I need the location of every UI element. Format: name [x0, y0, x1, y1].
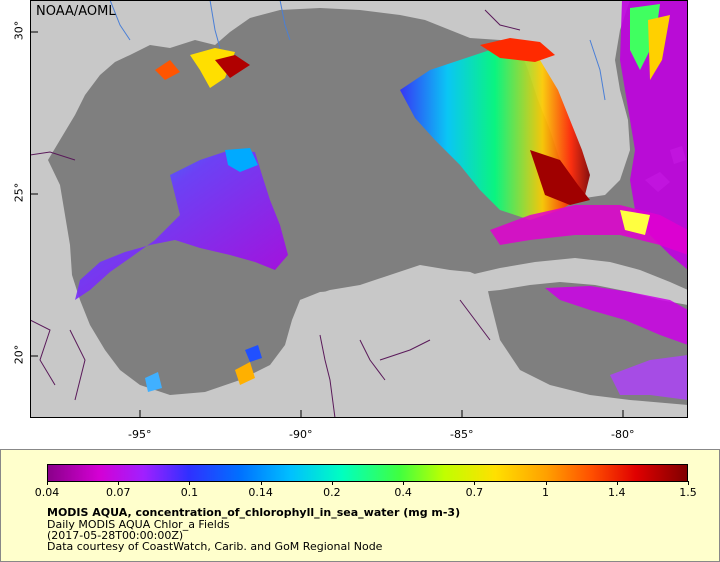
lat-tickmarks — [30, 31, 38, 357]
boundaries — [30, 9, 521, 418]
colorbar-tick-label: 1.5 — [679, 486, 697, 499]
colorbar-tickmark — [688, 481, 689, 485]
colorbar-tick-label: 1 — [542, 486, 550, 499]
colorbar-tickmark — [331, 481, 333, 485]
legend-variable: MODIS AQUA, concentration_of_chlorophyll… — [47, 506, 461, 519]
credit-label: NOAA/AOML — [36, 4, 116, 19]
legend-courtesy: Data courtesy of CoastWatch, Carib. and … — [47, 540, 383, 553]
lat-tick-label: 25° — [12, 182, 26, 203]
map-border — [30, 0, 688, 418]
colorbar-tickmark — [403, 481, 405, 485]
lon-tick-label: -85° — [450, 428, 474, 441]
colorbar-tickmark — [260, 481, 262, 485]
legend-dataset: Daily MODIS AQUA Chlor_a Fields — [47, 518, 230, 531]
colorbar-tick-label: 0.4 — [394, 486, 412, 499]
colorbar-tickmark — [189, 481, 191, 485]
legend-time: (2017-05-28T00:00:00Z) — [47, 529, 184, 542]
colorbar-tickmark — [616, 481, 618, 485]
chlorophyll-overlay — [75, 0, 688, 400]
lon-tick-label: -90° — [289, 428, 313, 441]
lon-tick-label: -95° — [128, 428, 152, 441]
lat-tick-label: 30° — [12, 20, 26, 41]
colorbar-tick-label: 0.04 — [34, 486, 60, 499]
colorbar-tickmark — [474, 481, 476, 485]
colorbar-tick-label: 0.07 — [105, 486, 131, 499]
map-panel — [30, 0, 688, 418]
colorbar-tick-label: 1.4 — [608, 486, 626, 499]
colorbar-tick-label: 0.2 — [323, 486, 341, 499]
colorbar-tick-label: 0.7 — [465, 486, 484, 499]
colorbar-tickmark — [118, 481, 120, 485]
lat-tick-label: 20° — [12, 344, 26, 365]
colorbar-tickmark — [545, 481, 547, 485]
lon-tickmarks — [139, 410, 624, 418]
colorbar-tickmark — [47, 481, 48, 485]
lon-tick-label: -80° — [611, 428, 635, 441]
colorbar-tick-label: 0.1 — [180, 486, 199, 499]
colorbar — [47, 464, 688, 482]
rivers — [109, 0, 606, 101]
colorbar-tick-label: 0.14 — [248, 486, 273, 499]
chlorophyll-map — [30, 0, 688, 418]
